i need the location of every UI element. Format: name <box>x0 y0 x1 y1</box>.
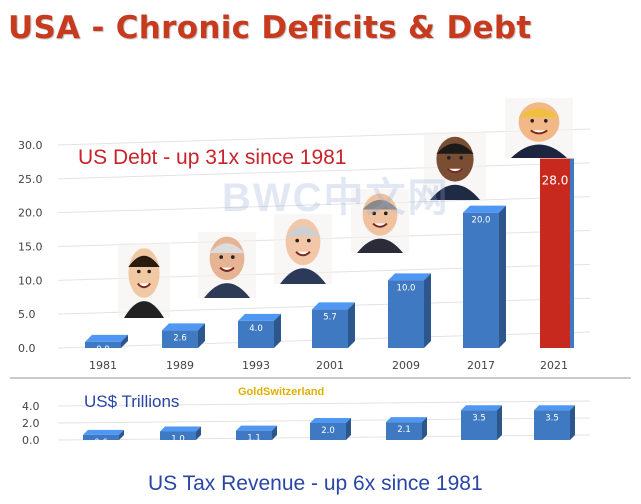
debt-bar-top <box>85 334 128 342</box>
revenue-bar-side <box>272 425 277 440</box>
year-label-1989: 1989 <box>166 359 194 372</box>
trump-portrait <box>505 98 573 158</box>
revenue-bar-2009 <box>386 422 422 440</box>
debt-y-tick-label: 0.0 <box>18 342 36 355</box>
president-portraits <box>118 98 573 318</box>
obama-portrait <box>424 132 486 200</box>
clinton-portrait <box>274 214 332 284</box>
debt-bar-side <box>274 313 281 348</box>
debt-gridline <box>57 196 591 214</box>
debt-y-axis: 0.0 5.0 10.0 15.0 20.0 25.0 30.0 <box>18 139 43 355</box>
revenue-bar-side <box>422 417 427 440</box>
debt-y-tick-label: 15.0 <box>18 241 43 254</box>
debt-value-label: 0.9 <box>96 345 110 355</box>
debt-bar-2021 <box>540 158 570 348</box>
revenue-bar-2001 <box>310 423 346 440</box>
debt-bar-2009 <box>388 280 424 348</box>
debt-chart-title: US Debt - up 31x since 1981 <box>78 146 347 169</box>
revenue-bar-top <box>236 425 277 431</box>
revenue-value-label: 1.1 <box>247 434 261 444</box>
chart-title: USA - Chronic Deficits & Debt <box>8 10 532 46</box>
debt-y-tick-label: 30.0 <box>18 139 43 152</box>
revenue-bar-2021 <box>534 410 570 440</box>
year-label-2017: 2017 <box>467 359 495 372</box>
revenue-y-tick-label: 0.0 <box>22 434 40 447</box>
year-label-2009: 2009 <box>392 359 420 372</box>
debt-bar-side <box>570 158 574 348</box>
revenue-bar-side <box>119 429 124 440</box>
year-label-2021: 2021 <box>540 359 568 372</box>
revenue-bar-1989 <box>160 431 196 440</box>
units-label: US$ Trillions <box>84 392 180 411</box>
revenue-value-label: 3.5 <box>545 413 559 423</box>
debt-value-label: 10.0 <box>397 283 416 293</box>
debt-bar-top <box>312 302 355 310</box>
year-label-2001: 2001 <box>316 359 344 372</box>
year-label-1993: 1993 <box>242 359 270 372</box>
revenue-bar-top <box>461 405 502 411</box>
debt-value-label: 5.7 <box>323 312 337 322</box>
revenue-bar-top <box>310 418 351 423</box>
debt-x-axis: 1981 1989 1993 2001 2009 2017 2021 <box>89 359 568 372</box>
revenue-bars: 0.6 1.0 1.1 2.0 2.1 3.5 3.5 <box>83 405 575 448</box>
debt-bar-side <box>424 273 431 348</box>
revenue-y-axis: 0.0 2.0 4.0 <box>22 400 40 447</box>
debt-value-label: 28.0 <box>542 174 569 188</box>
revenue-bar-side <box>196 426 201 440</box>
debt-bars: 0.9 2.6 4.0 5.7 10.0 20.0 28.0 <box>85 158 574 355</box>
debt-gridline <box>57 162 591 180</box>
revenue-bar-top <box>83 429 124 435</box>
debt-bar-side <box>198 323 205 348</box>
revenue-gridline <box>57 400 591 407</box>
revenue-y-tick-label: 4.0 <box>22 400 40 413</box>
debt-y-tick-label: 20.0 <box>18 207 43 220</box>
debt-value-label: 2.6 <box>173 333 187 343</box>
debt-bar-2001 <box>312 309 348 348</box>
debt-bar-1993 <box>238 320 274 348</box>
revenue-bar-top <box>386 417 427 423</box>
revenue-bar-1993 <box>236 430 272 440</box>
revenue-bar-top <box>534 405 575 411</box>
year-label-1981: 1981 <box>89 359 117 372</box>
revenue-value-label: 2.1 <box>397 425 411 435</box>
source-label: GoldSwitzerland <box>238 386 325 398</box>
debt-bar-top <box>463 205 506 213</box>
debt-bar-top <box>238 313 281 321</box>
revenue-y-tick-label: 2.0 <box>22 417 40 430</box>
debt-y-tick-label: 5.0 <box>18 308 36 321</box>
debt-y-tick-label: 10.0 <box>18 274 43 287</box>
debt-gridline <box>57 128 591 146</box>
bush-jr-portrait <box>351 189 409 253</box>
revenue-value-label: 3.5 <box>472 413 486 423</box>
debt-bar-1981 <box>85 341 121 348</box>
revenue-value-label: 2.0 <box>321 426 335 436</box>
revenue-bar-1981 <box>83 434 119 440</box>
revenue-bar-side <box>570 405 575 440</box>
revenue-bar-side <box>497 405 502 440</box>
revenue-value-label: 0.6 <box>94 438 108 448</box>
watermark: BWC中文网 <box>222 176 450 220</box>
debt-bar-side <box>499 205 506 348</box>
debt-bar-side <box>348 302 355 348</box>
reagan-portrait <box>118 243 170 318</box>
revenue-bar-2017 <box>461 410 497 440</box>
debt-bar-2017 <box>463 212 499 348</box>
revenue-bar-side <box>346 418 351 440</box>
revenue-bar-top <box>160 426 201 432</box>
debt-y-tick-label: 25.0 <box>18 173 43 186</box>
debt-value-label: 4.0 <box>249 324 263 334</box>
bush-sr-portrait <box>198 232 256 298</box>
debt-value-label: 20.0 <box>472 216 491 226</box>
debt-bar-side <box>121 334 128 348</box>
debt-bar-top <box>388 273 431 281</box>
debt-bar-1989 <box>162 330 198 348</box>
revenue-chart-title: US Tax Revenue - up 6x since 1981 <box>148 472 483 495</box>
revenue-value-label: 1.0 <box>171 435 185 445</box>
debt-bar-top <box>162 323 205 331</box>
